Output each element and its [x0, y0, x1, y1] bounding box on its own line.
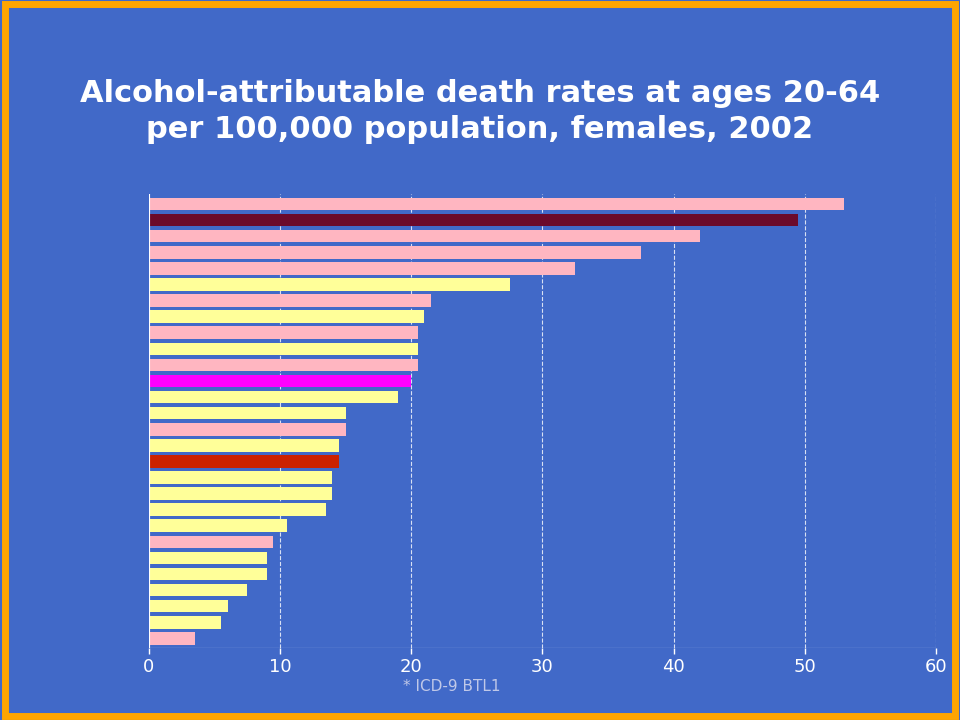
Bar — [149, 439, 339, 451]
Bar — [149, 584, 248, 596]
Bar — [149, 310, 424, 323]
Bar — [149, 198, 844, 210]
Bar — [149, 503, 326, 516]
Bar — [149, 246, 641, 258]
Bar — [149, 214, 799, 226]
Bar — [149, 487, 332, 500]
Bar — [149, 262, 575, 274]
Bar — [149, 278, 510, 291]
Bar — [149, 568, 267, 580]
Bar — [149, 600, 228, 613]
Bar — [149, 359, 418, 372]
Text: * ICD-9 BTL1: * ICD-9 BTL1 — [403, 679, 501, 694]
Text: Alcohol-attributable death rates at ages 20-64
per 100,000 population, females, : Alcohol-attributable death rates at ages… — [80, 79, 880, 144]
Bar — [149, 616, 221, 629]
Bar — [149, 520, 287, 532]
Bar — [149, 471, 332, 484]
Bar — [149, 391, 398, 403]
Bar — [149, 536, 274, 548]
Bar — [149, 326, 418, 339]
Bar — [149, 374, 411, 387]
Bar — [149, 423, 346, 436]
Bar — [149, 294, 431, 307]
Bar — [149, 552, 267, 564]
Bar — [149, 632, 195, 644]
Bar — [149, 407, 346, 420]
Bar — [149, 455, 339, 468]
Bar — [149, 343, 418, 355]
Bar — [149, 230, 700, 243]
